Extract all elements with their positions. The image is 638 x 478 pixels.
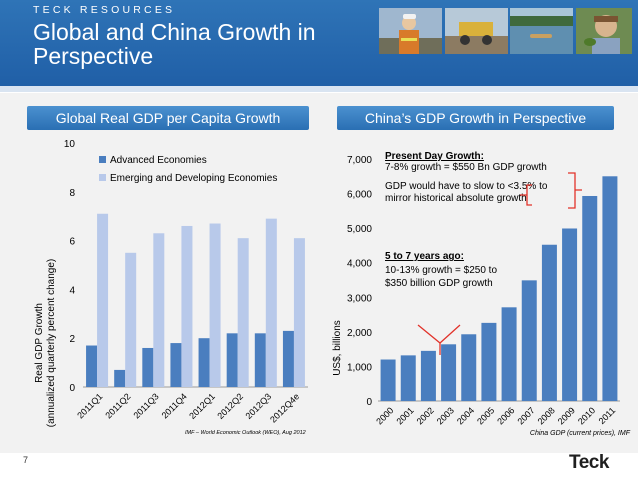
left-bar-emerging-4 — [209, 223, 221, 387]
right-bar-2004 — [461, 334, 477, 401]
right-chart: US$, billions 0 1,000 2,000 3,000 4,000 5,000… — [332, 151, 631, 437]
right-x-tick-2007: 2007 — [515, 405, 536, 426]
left-bar-emerging-5 — [237, 238, 249, 387]
left-bar-advanced-7 — [282, 330, 294, 387]
left-panel-title: Global Real GDP per Capita Growth — [27, 106, 309, 130]
right-bar-2008 — [541, 244, 557, 401]
left-bar-advanced-0 — [86, 345, 98, 387]
right-bar-2006 — [501, 307, 517, 401]
left-bar-emerging-0 — [97, 213, 109, 387]
left-bar-emerging-1 — [125, 252, 137, 387]
left-bar-advanced-6 — [254, 333, 266, 387]
left-bar-emerging-3 — [181, 225, 193, 387]
right-x-tick-2011: 2011 — [597, 405, 618, 426]
highlight-bracket-right — [568, 172, 582, 209]
right-x-tick-2005: 2005 — [475, 405, 496, 426]
child-frog-photo — [576, 8, 632, 54]
right-y-tick-4: 4,000 — [347, 259, 372, 270]
left-bar-advanced-2 — [142, 347, 154, 387]
right-bar-2009 — [562, 228, 578, 401]
page-title: Global and China Growth in Perspective — [33, 19, 316, 69]
lake-canoe-photo — [510, 8, 573, 54]
right-bar-2011 — [602, 176, 618, 401]
company-name: TECK RESOURCES — [33, 4, 176, 16]
left-chart: Real GDP Growth (annualized quarterly pe… — [34, 139, 308, 436]
left-y-tick-4: 8 — [69, 188, 75, 199]
right-chart-source: China GDP (current prices), IMF — [530, 430, 631, 437]
legend-advanced: Advanced Economies — [110, 155, 207, 166]
right-y-tick-3: 3,000 — [347, 293, 372, 304]
right-y-axis-label: US$, billions — [332, 320, 343, 376]
legend-swatch-emerging — [99, 174, 106, 181]
worker-photo-image — [379, 8, 442, 54]
left-y-tick-5: 10 — [64, 139, 76, 150]
left-bar-emerging-7 — [293, 238, 305, 387]
page-number: 7 — [23, 455, 29, 465]
right-y-tick-7: 7,000 — [347, 155, 372, 166]
right-y-tick-0: 0 — [366, 397, 372, 408]
right-x-tick-2004: 2004 — [455, 405, 476, 426]
annotation-top-heading: Present Day Growth: — [385, 151, 484, 162]
header-banner: TECK RESOURCES Global and China Growth i… — [0, 0, 638, 90]
lake-canoe-image — [510, 8, 573, 54]
left-bar-emerging-6 — [265, 218, 277, 387]
left-y-tick-2: 4 — [69, 285, 75, 296]
left-x-tick-4: 2012Q1 — [187, 391, 217, 421]
mining-truck-photo — [445, 8, 508, 54]
left-x-tick-1: 2011Q2 — [103, 391, 132, 420]
right-x-tick-2001: 2001 — [394, 405, 415, 426]
left-x-tick-0: 2011Q1 — [75, 391, 104, 420]
right-bar-2003 — [441, 344, 457, 401]
right-bar-2001 — [400, 355, 416, 401]
left-bar-advanced-4 — [198, 338, 210, 387]
right-bar-2007 — [521, 280, 537, 401]
right-x-tick-2003: 2003 — [435, 405, 456, 426]
annotation-mid-line1: 10-13% growth = $250 to — [385, 265, 497, 276]
header-divider — [0, 86, 638, 92]
left-y-axis-label-1: Real GDP Growth — [34, 303, 45, 383]
left-bar-advanced-5 — [226, 333, 238, 387]
left-y-tick-0: 0 — [69, 383, 75, 394]
right-x-tick-2010: 2010 — [576, 405, 597, 426]
right-bar-2010 — [582, 195, 598, 401]
right-bar-2000 — [380, 359, 396, 401]
right-y-tick-5: 5,000 — [347, 224, 372, 235]
right-x-tick-2009: 2009 — [556, 405, 577, 426]
annotation-top-line2: GDP would have to slow to <3.5% to — [385, 181, 548, 192]
highlight-bracket-left — [520, 184, 532, 206]
right-y-tick-2: 2,000 — [347, 328, 372, 339]
right-x-tick-2006: 2006 — [495, 405, 516, 426]
right-bar-2002 — [420, 350, 436, 401]
left-bar-advanced-1 — [114, 369, 126, 387]
annotation-top-line1: 7-8% growth = $550 Bn GDP growth — [385, 162, 547, 173]
annotation-top-line3: mirror historical absolute growth — [385, 193, 527, 204]
annotation-mid-line2: $350 billion GDP growth — [385, 278, 493, 289]
left-chart-source: IMF – World Economic Outlook (WEO), Aug … — [185, 430, 306, 436]
annotation-mid-heading: 5 to 7 years ago: — [385, 251, 464, 262]
left-bar-emerging-2 — [153, 233, 165, 387]
right-x-tick-2002: 2002 — [415, 405, 436, 426]
highlight-bracket-mid — [417, 324, 461, 355]
left-y-tick-3: 6 — [69, 237, 75, 248]
right-x-tick-2008: 2008 — [536, 405, 557, 426]
legend-emerging: Emerging and Developing Economies — [110, 173, 277, 184]
mining-truck-image — [445, 8, 508, 54]
teck-logo: Teck — [569, 452, 609, 473]
worker-photo — [379, 8, 442, 54]
left-x-tick-3: 2011Q4 — [160, 391, 189, 420]
left-y-tick-1: 2 — [69, 334, 75, 345]
left-x-tick-7: 2012Q4e — [268, 391, 301, 424]
right-bar-2005 — [481, 322, 497, 401]
left-bar-advanced-3 — [170, 343, 182, 387]
right-x-tick-2000: 2000 — [374, 405, 395, 426]
right-y-tick-1: 1,000 — [347, 362, 372, 373]
child-frog-image — [576, 8, 632, 54]
left-x-tick-5: 2012Q2 — [215, 391, 245, 421]
left-y-axis-label-2: (annualized quarterly percent change) — [46, 259, 57, 427]
left-x-tick-2: 2011Q3 — [131, 391, 160, 420]
legend-swatch-advanced — [99, 156, 106, 163]
right-panel-title: China’s GDP Growth in Perspective — [337, 106, 614, 130]
right-y-tick-6: 6,000 — [347, 190, 372, 201]
